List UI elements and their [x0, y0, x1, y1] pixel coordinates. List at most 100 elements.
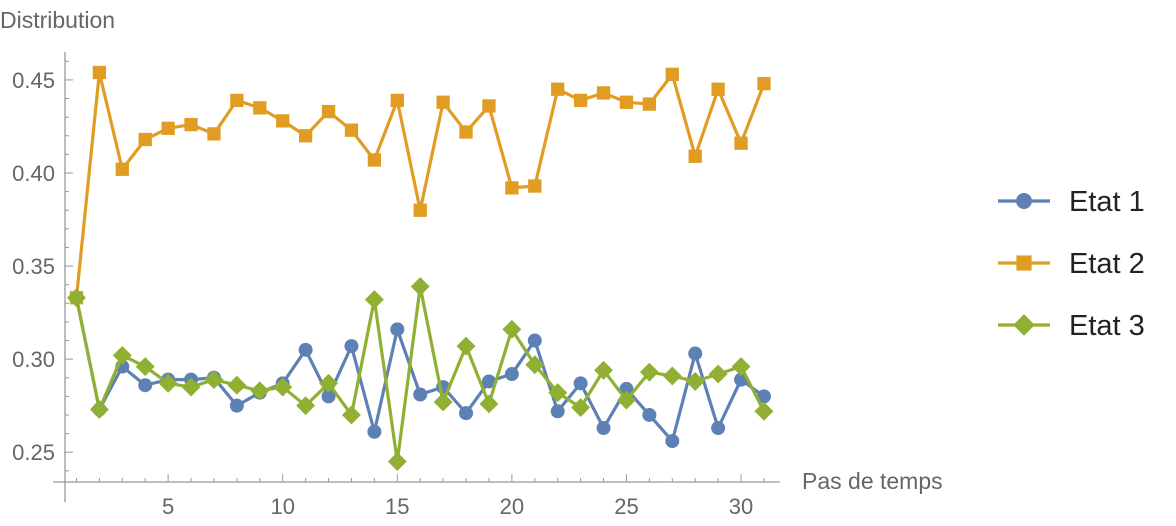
data-point	[204, 370, 224, 390]
series-line	[74, 297, 765, 443]
legend-label: Etat 1	[1069, 186, 1145, 218]
data-point	[273, 377, 293, 397]
data-point	[158, 373, 178, 393]
y-tick-label: 0.35	[12, 254, 55, 279]
data-point	[67, 288, 86, 308]
data-point	[688, 149, 702, 163]
series-line	[74, 70, 766, 298]
data-point	[433, 392, 453, 412]
data-point	[298, 342, 313, 357]
data-point	[367, 153, 382, 167]
data-point	[685, 372, 705, 391]
data-point	[115, 162, 129, 176]
data-point	[298, 129, 313, 143]
data-point	[642, 97, 657, 111]
data-point	[571, 398, 591, 417]
data-point	[319, 373, 338, 393]
data-point	[596, 421, 611, 436]
data-point	[413, 387, 428, 402]
data-point	[456, 336, 476, 356]
data-point	[594, 360, 613, 380]
legend-item: Etat 2	[998, 248, 1145, 280]
data-point	[528, 179, 542, 193]
x-tick-label: 20	[500, 494, 524, 519]
series-layer	[67, 65, 774, 471]
data-point	[642, 407, 657, 422]
data-point	[662, 366, 682, 386]
y-tick-label: 0.25	[12, 440, 55, 465]
x-tick-label: 10	[270, 494, 294, 519]
x-axis-title: Pas de temps	[802, 468, 943, 494]
legend-item: Etat 3	[998, 310, 1145, 342]
axes: 5 10 15 20 25 30 0.25 0.30 0.35 0.40 0.45	[12, 52, 780, 519]
y-tick-label: 0.45	[12, 68, 55, 93]
data-point	[413, 203, 427, 217]
data-point	[754, 401, 774, 421]
data-point	[711, 82, 725, 96]
data-point	[181, 377, 201, 397]
data-point	[250, 381, 270, 401]
data-point	[161, 121, 175, 135]
data-point	[321, 389, 336, 404]
data-point	[253, 101, 267, 115]
data-point	[504, 367, 519, 382]
data-point	[734, 136, 748, 150]
data-point	[688, 346, 703, 361]
data-point	[619, 381, 634, 396]
x-tick-label: 5	[162, 494, 174, 519]
data-point	[138, 132, 152, 147]
data-point	[364, 290, 384, 310]
y-tick-label: 0.30	[12, 347, 55, 372]
data-point	[227, 375, 247, 395]
data-point	[138, 378, 153, 393]
data-point	[573, 93, 588, 108]
legend-swatch-marker	[1016, 255, 1032, 271]
data-point	[459, 406, 474, 421]
data-point	[756, 389, 771, 404]
x-tick-label: 15	[385, 494, 409, 519]
legend-swatch-marker	[1013, 314, 1035, 336]
data-point	[479, 394, 499, 414]
data-point	[276, 114, 290, 128]
data-point	[639, 362, 659, 382]
data-point	[525, 355, 545, 375]
data-point	[548, 383, 568, 403]
data-point	[551, 82, 565, 96]
data-point	[229, 398, 244, 413]
data-point	[89, 399, 109, 419]
legend-item: Etat 1	[998, 186, 1145, 218]
data-point	[665, 434, 680, 449]
legend-label: Etat 3	[1069, 310, 1145, 342]
series-2	[69, 65, 771, 305]
data-point	[92, 65, 107, 80]
data-point	[112, 345, 132, 365]
series-line	[74, 284, 766, 464]
data-point	[390, 322, 405, 337]
legend-label: Etat 2	[1069, 248, 1145, 280]
data-point	[617, 390, 636, 410]
x-ticks: 5 10 15 20 25 30	[75, 474, 765, 519]
x-tick-label: 25	[614, 494, 638, 519]
data-point	[502, 319, 522, 339]
data-point	[344, 339, 359, 354]
data-point	[344, 123, 359, 137]
data-point	[619, 95, 634, 109]
legend-swatch-marker	[1016, 193, 1032, 209]
data-point	[482, 99, 496, 113]
data-point	[505, 181, 519, 195]
data-point	[550, 404, 565, 419]
data-point	[410, 277, 430, 296]
data-point	[481, 374, 496, 389]
data-point	[184, 117, 198, 132]
data-point	[711, 421, 726, 436]
data-point	[230, 93, 244, 108]
data-point	[342, 405, 361, 425]
data-point	[708, 364, 728, 384]
data-point	[367, 424, 382, 439]
data-point	[527, 333, 542, 348]
data-point	[296, 396, 316, 416]
y-ticks: 0.25 0.30 0.35 0.40 0.45	[12, 60, 73, 472]
legend: Etat 1 Etat 2 Etat 3	[998, 186, 1145, 342]
data-point	[135, 357, 155, 377]
